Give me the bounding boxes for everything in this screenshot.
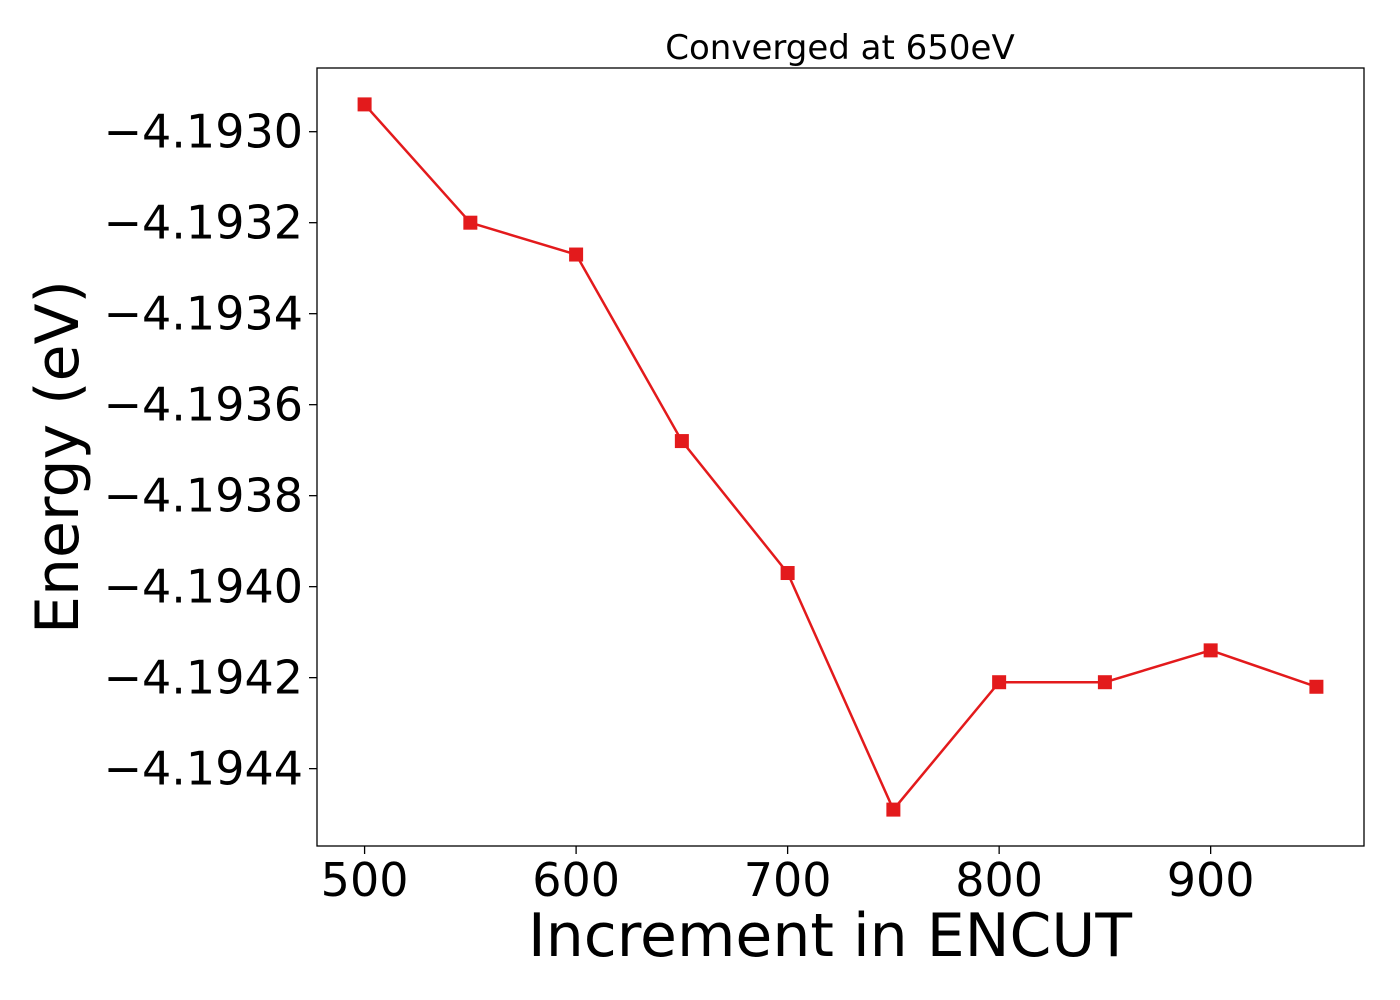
x-tick-label: 500: [321, 853, 409, 907]
x-axis: 500 600 700 800 900: [321, 846, 1255, 907]
data-point-marker: [1309, 679, 1324, 694]
series-line: [363, 103, 1317, 812]
data-point-marker: [1097, 675, 1112, 690]
y-tick-label: −4.1936: [104, 378, 304, 432]
y-tick-label: −4.1944: [104, 742, 304, 796]
y-tick-label: −4.1938: [104, 469, 304, 523]
data-point-marker: [886, 802, 901, 817]
data-point-marker: [780, 566, 795, 581]
data-point-marker: [1203, 643, 1218, 658]
data-point-marker: [357, 97, 372, 112]
y-tick-label: −4.1932: [104, 196, 304, 250]
y-tick-label: −4.1934: [104, 287, 304, 341]
x-tick-label: 900: [1167, 853, 1255, 907]
y-tick-label: −4.1930: [104, 105, 304, 159]
x-tick-label: 700: [744, 853, 832, 907]
x-tick-label: 800: [955, 853, 1043, 907]
data-point-marker: [674, 434, 689, 449]
y-tick-label: −4.1940: [104, 560, 304, 614]
x-axis-label: Increment in ENCUT: [528, 901, 1132, 971]
data-point-marker: [463, 215, 478, 230]
y-tick-label: −4.1942: [104, 651, 304, 705]
plot-area: [357, 97, 1324, 817]
y-axis: −4.1930 −4.1932 −4.1934 −4.1936 −4.1938 −4.19…: [104, 105, 317, 796]
data-point-marker: [992, 675, 1007, 690]
y-axis-label: Energy (eV): [23, 280, 93, 634]
x-tick-label: 600: [532, 853, 620, 907]
plot-frame: [316, 67, 1365, 847]
chart-title: Converged at 650eV: [665, 28, 1014, 68]
data-point-marker: [569, 247, 584, 262]
